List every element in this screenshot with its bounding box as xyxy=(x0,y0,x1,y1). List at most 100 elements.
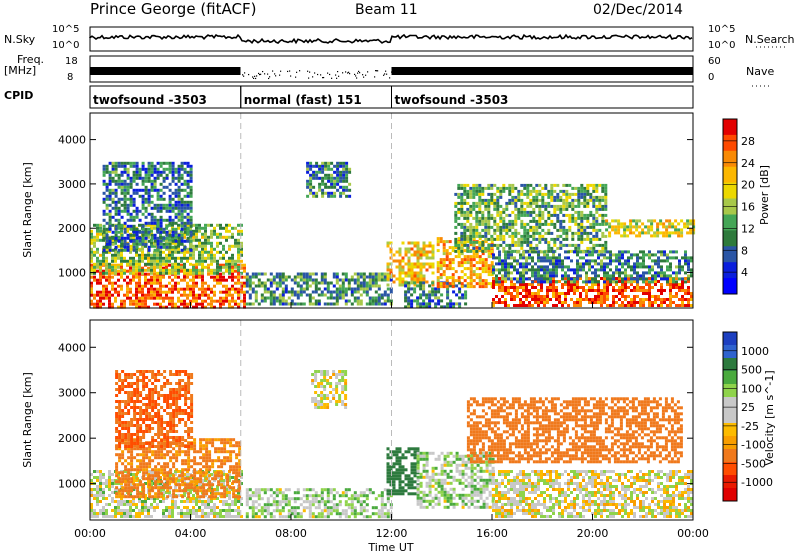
heatmap-cell xyxy=(171,305,174,309)
heatmap-cell xyxy=(111,275,114,279)
heatmap-cell xyxy=(675,295,678,298)
heatmap-cell xyxy=(583,216,587,220)
heatmap-cell xyxy=(272,290,276,294)
heatmap-cell xyxy=(284,290,288,294)
heatmap-cell xyxy=(377,272,381,276)
heatmap-cell xyxy=(537,268,540,272)
heatmap-cell xyxy=(114,164,118,168)
heatmap-cell xyxy=(135,173,139,177)
heatmap-cell xyxy=(296,302,300,306)
heatmap-cell xyxy=(111,305,114,309)
heatmap-cell xyxy=(552,277,555,280)
heatmap-cell xyxy=(144,191,148,195)
heatmap-cell xyxy=(507,289,510,292)
heatmap-cell xyxy=(102,179,106,183)
heatmap-cell xyxy=(520,219,524,223)
heatmap-cell xyxy=(201,232,204,236)
heatmap-cell xyxy=(490,246,494,250)
heatmap-cell xyxy=(449,305,453,309)
heatmap-cell xyxy=(463,228,467,232)
heatmap-cell xyxy=(478,189,482,193)
heatmap-cell xyxy=(547,243,551,247)
heatmap-cell xyxy=(507,256,510,260)
colorbar-swatch xyxy=(723,134,737,152)
heatmap-cell xyxy=(183,221,187,225)
heatmap-cell xyxy=(469,186,473,190)
heatmap-cell xyxy=(356,281,360,285)
freq-point xyxy=(327,72,329,74)
heatmap-cell xyxy=(150,164,154,168)
heatmap-cell xyxy=(368,272,372,276)
heatmap-cell xyxy=(642,292,645,295)
heatmap-cell xyxy=(177,305,180,309)
heatmap-cell xyxy=(612,304,615,307)
heatmap-cell xyxy=(550,183,554,187)
heatmap-cell xyxy=(333,191,337,195)
heatmap-cell xyxy=(496,243,500,247)
heatmap-cell xyxy=(495,283,498,286)
heatmap-cell xyxy=(472,249,476,253)
heatmap-cell xyxy=(183,206,187,210)
heatmap-cell xyxy=(330,191,334,195)
heatmap-cell xyxy=(642,289,645,292)
heatmap-cell xyxy=(493,198,497,202)
heatmap-cell xyxy=(312,164,316,168)
heatmap-cell xyxy=(442,243,446,247)
heatmap-cell xyxy=(362,284,366,288)
heatmap-cell xyxy=(114,238,117,242)
heatmap-cell xyxy=(345,179,349,183)
heatmap-cell xyxy=(687,301,690,304)
heatmap-cell xyxy=(102,227,106,231)
nsearch-tick-bottom: 10^0 xyxy=(708,40,735,51)
freq-point xyxy=(385,70,387,72)
heatmap-cell xyxy=(519,301,522,304)
heatmap-cell xyxy=(681,304,684,307)
heatmap-cell xyxy=(219,302,222,306)
heatmap-cell xyxy=(353,299,357,303)
heatmap-cell xyxy=(422,277,426,281)
heatmap-cell xyxy=(624,280,627,283)
heatmap-cell xyxy=(422,302,426,306)
heatmap-cell xyxy=(141,305,144,309)
heatmap-cell xyxy=(580,237,584,241)
heatmap-cell xyxy=(538,183,542,187)
heatmap-cell xyxy=(138,188,142,192)
heatmap-cell xyxy=(123,185,127,189)
heatmap-cell xyxy=(681,277,684,281)
heatmap-cell xyxy=(416,271,420,275)
heatmap-cell xyxy=(165,253,168,257)
heatmap-cell xyxy=(573,268,576,272)
heatmap-cell xyxy=(93,271,96,275)
heatmap-cell xyxy=(132,170,136,174)
heatmap-cell xyxy=(547,213,551,217)
heatmap-cell xyxy=(678,265,681,269)
heatmap-cell xyxy=(532,201,536,205)
heatmap-cell xyxy=(562,204,566,208)
heatmap-cell xyxy=(606,292,609,295)
heatmap-cell xyxy=(651,280,654,284)
heatmap-cell xyxy=(404,247,408,251)
heatmap-cell xyxy=(302,302,306,306)
heatmap-cell xyxy=(559,240,563,244)
heatmap-cell xyxy=(457,255,461,259)
heatmap-cell xyxy=(380,272,384,276)
heatmap-cell xyxy=(383,293,387,297)
heatmap-cell xyxy=(666,274,669,278)
heatmap-cell xyxy=(598,213,602,217)
heatmap-cell xyxy=(520,225,524,229)
heatmap-cell xyxy=(589,246,593,250)
heatmap-cell xyxy=(520,201,524,205)
heatmap-cell xyxy=(630,301,633,304)
heatmap-cell xyxy=(481,192,485,196)
heatmap-cell xyxy=(478,234,482,238)
heatmap-cell xyxy=(534,277,537,281)
heatmap-cell xyxy=(565,189,569,193)
heatmap-cell xyxy=(668,231,672,235)
heatmap-cell xyxy=(305,287,309,291)
freq-point xyxy=(256,75,258,77)
heatmap-cell xyxy=(189,256,192,260)
heatmap-cell xyxy=(228,256,231,260)
heatmap-cell xyxy=(595,210,599,214)
heatmap-cell xyxy=(153,302,156,306)
heatmap-cell xyxy=(117,230,121,234)
